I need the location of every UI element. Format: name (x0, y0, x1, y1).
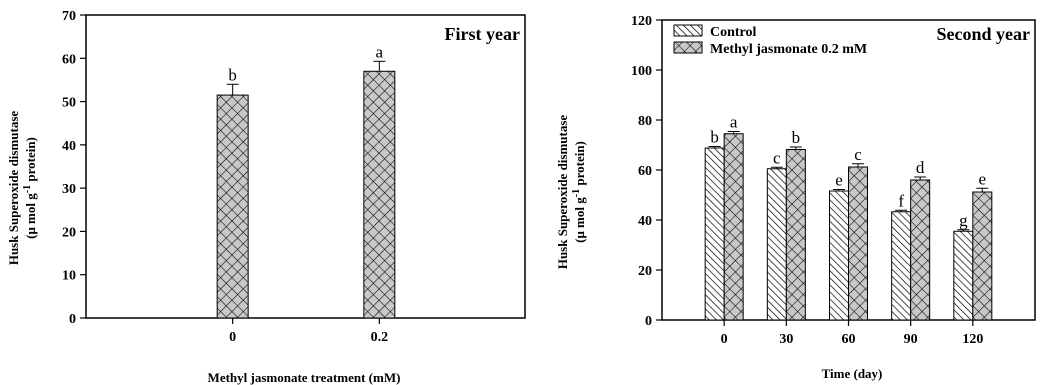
significance-letter: a (376, 42, 384, 61)
significance-letter: d (916, 158, 925, 177)
x-tick-label: 0 (229, 330, 236, 345)
bar (910, 179, 931, 321)
y-tick-label: 10 (62, 269, 76, 284)
bar (704, 147, 725, 321)
x-axis-label: Methyl jasmonate treatment (mM) (208, 370, 401, 385)
x-tick-label: 60 (842, 332, 856, 347)
y-tick-label: 20 (638, 264, 652, 279)
y-tick-label: 60 (62, 52, 76, 67)
bar (363, 70, 396, 319)
x-tick-label: 0.2 (371, 330, 389, 345)
y-tick-label: 40 (62, 139, 76, 154)
bar (723, 133, 744, 321)
y-axis-label-pre: (μ mol g (572, 197, 587, 243)
x-axis-label: Time (day) (822, 366, 883, 381)
x-tick-label: 90 (904, 332, 918, 347)
y-tick-label: 40 (638, 214, 652, 229)
y-axis-label-line2: (μ mol g-1 protein) (22, 137, 38, 239)
panel-title: First year (445, 24, 520, 44)
y-axis-label-line1: Husk Superoxide dismutase (555, 115, 570, 270)
y-axis-label-line1: Husk Superoxide dismutase (6, 111, 21, 266)
bar (766, 168, 787, 321)
legend-label: Control (710, 25, 757, 40)
bar (972, 191, 993, 321)
y-tick-label: 30 (62, 182, 76, 197)
significance-letter: f (898, 191, 904, 210)
bar (785, 149, 806, 321)
bar (953, 230, 974, 321)
significance-letter: e (835, 171, 843, 190)
y-tick-label: 50 (62, 96, 76, 111)
chart-second-year: Second year Time (day) Husk Superoxide d… (555, 14, 1036, 381)
bar (891, 211, 912, 321)
y-axis-label-post: protein) (572, 141, 587, 189)
chart-first-year: First year Methyl jasmonate treatment (m… (6, 9, 526, 385)
y-axis-label-line2: (μ mol g-1 protein) (571, 141, 587, 243)
y-tick-label: 0 (645, 314, 652, 329)
y-tick-label: 120 (631, 14, 652, 29)
x-tick-label: 0 (721, 332, 728, 347)
y-tick-label: 20 (62, 225, 76, 240)
significance-letter: c (854, 145, 862, 164)
significance-letter: b (228, 65, 237, 84)
significance-letter: g (959, 211, 968, 230)
legend-swatch (673, 24, 703, 37)
y-axis-label-sup: -1 (22, 185, 33, 193)
significance-letter: b (792, 128, 801, 147)
bar (848, 166, 868, 321)
significance-letter: b (710, 128, 719, 147)
bar (216, 94, 249, 319)
y-axis-label: Husk Superoxide dismutase (μ mol g-1 pro… (6, 111, 38, 266)
y-tick-label: 0 (69, 312, 76, 327)
significance-letter: e (979, 169, 987, 188)
plot-frame (85, 14, 526, 319)
legend: Control Methyl jasmonate 0.2 mM (673, 24, 867, 57)
significance-letter: a (730, 113, 738, 132)
y-axis-label-sup: -1 (571, 189, 582, 197)
y-tick-label: 70 (62, 9, 76, 24)
y-axis-label-post: protein) (23, 137, 38, 185)
bar (829, 190, 849, 321)
legend-label: Methyl jasmonate 0.2 mM (710, 42, 867, 57)
y-tick-label: 60 (638, 164, 652, 179)
legend-swatch (673, 41, 703, 54)
significance-letter: c (773, 148, 781, 167)
x-tick-label: 30 (779, 332, 793, 347)
y-tick-label: 100 (631, 64, 652, 79)
panel-title: Second year (937, 24, 1031, 44)
y-axis-label: Husk Superoxide dismutase (μ mol g-1 pro… (555, 115, 587, 270)
y-tick-label: 80 (638, 114, 652, 129)
x-tick-label: 120 (962, 332, 983, 347)
y-axis-label-pre: (μ mol g (23, 193, 38, 239)
